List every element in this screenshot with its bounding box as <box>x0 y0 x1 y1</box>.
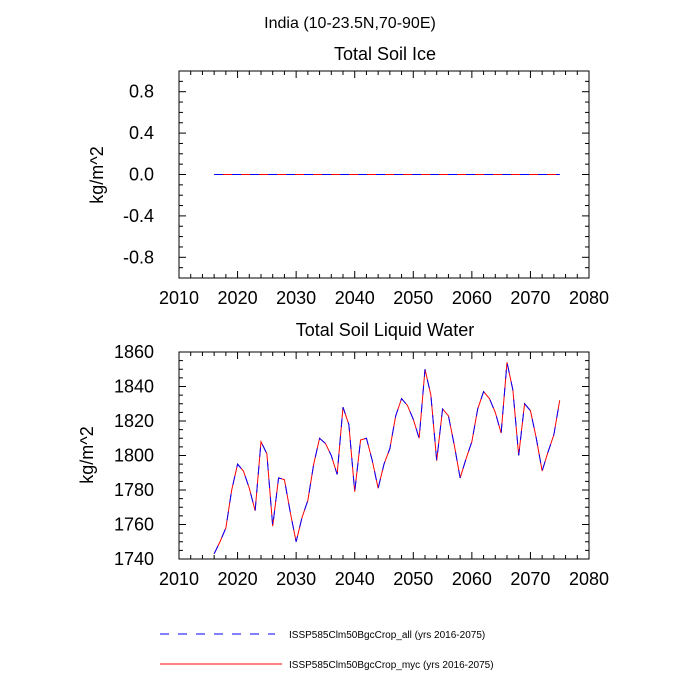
y-tick-label: -0.4 <box>123 206 154 226</box>
yticks-soil-liquid-water: 1740 1760 1780 1800 1820 1840 1860 <box>114 342 589 569</box>
x-tick-label: 2010 <box>159 569 199 589</box>
y-tick-label: 1820 <box>114 411 154 431</box>
x-tick-label: 2040 <box>335 569 375 589</box>
x-tick-label: 2080 <box>569 288 609 308</box>
xticks-soil-ice: 2010 2020 2030 2040 2050 2060 2070 2080 <box>159 71 609 308</box>
xticks-soil-liquid-water: 2010 2020 2030 2040 2050 2060 2070 2080 <box>159 352 609 589</box>
panel-title-soil-ice: Total Soil Ice <box>334 44 436 64</box>
ylabel-soil-ice: kg/m^2 <box>87 146 107 203</box>
series-soil-liquid-water <box>213 362 561 555</box>
panel-title-soil-liquid-water: Total Soil Liquid Water <box>296 320 474 340</box>
y-tick-label: 1740 <box>114 549 154 569</box>
x-tick-label: 2020 <box>218 288 258 308</box>
legend-label-all: ISSP585Clm50BgcCrop_all (yrs 2016-2075) <box>289 630 485 641</box>
series-line-myc <box>213 362 561 555</box>
x-tick-label: 2010 <box>159 288 199 308</box>
ylabel-soil-liquid-water: kg/m^2 <box>77 426 97 483</box>
x-tick-label: 2050 <box>393 569 433 589</box>
plot-frame-soil-liquid-water <box>178 351 590 560</box>
x-tick-label: 2030 <box>276 569 316 589</box>
y-tick-label: 0.4 <box>129 123 154 143</box>
yticks-soil-ice: -0.8 -0.4 0.0 0.4 0.8 <box>123 70 589 279</box>
x-tick-label: 2080 <box>569 569 609 589</box>
y-tick-label: 1780 <box>114 480 154 500</box>
y-tick-label: 1840 <box>114 377 154 397</box>
x-tick-label: 2060 <box>452 569 492 589</box>
panel-total-soil-ice: Total Soil Ice kg/m^2 2010 2020 2030 2040 20… <box>87 44 609 308</box>
x-tick-label: 2070 <box>510 288 550 308</box>
x-tick-label: 2030 <box>276 288 316 308</box>
y-tick-label: 1860 <box>114 342 154 362</box>
y-tick-label: 0.8 <box>129 82 154 102</box>
x-tick-label: 2050 <box>393 288 433 308</box>
x-tick-label: 2040 <box>335 288 375 308</box>
y-tick-label: 0.0 <box>129 165 154 185</box>
legend-label-myc: ISSP585Clm50BgcCrop_myc (yrs 2016-2075) <box>289 660 494 671</box>
y-tick-label: 1760 <box>114 515 154 535</box>
y-tick-label: -0.8 <box>123 247 154 267</box>
x-tick-label: 2020 <box>218 569 258 589</box>
figure-title: India (10-23.5N,70-90E) <box>264 15 436 32</box>
series-line-all <box>213 362 561 555</box>
x-tick-label: 2060 <box>452 288 492 308</box>
panel-total-soil-liquid-water: Total Soil Liquid Water kg/m^2 2010 2020 2… <box>77 320 609 589</box>
y-tick-label: 1800 <box>114 446 154 466</box>
x-tick-label: 2070 <box>510 569 550 589</box>
legend: ISSP585Clm50BgcCrop_all (yrs 2016-2075) … <box>160 630 494 671</box>
